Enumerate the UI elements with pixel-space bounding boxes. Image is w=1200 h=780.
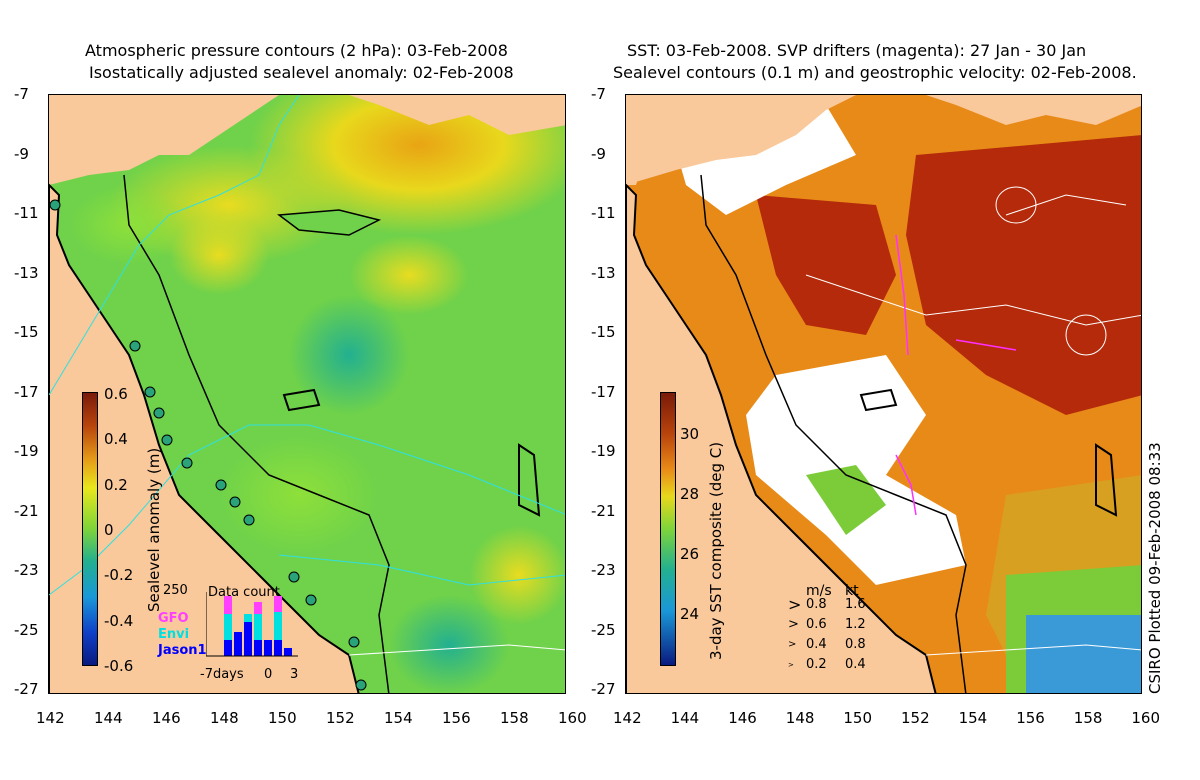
left-title-line2: Isostatically adjusted sealevel anomaly:… [89, 63, 514, 82]
lon-tick-right: 150 [843, 709, 873, 727]
lat-tick-right: -15 [591, 323, 616, 341]
speed-legend-ms: 0.8 [806, 597, 827, 612]
lon-tick-right: 156 [1016, 709, 1045, 727]
speed-legend-kt: 1.6 [845, 597, 866, 612]
lat-tick-right: -13 [591, 263, 616, 282]
sst-colorbar-tick: 26 [680, 545, 700, 563]
lat-tick-left: -27 [14, 680, 39, 698]
lat-tick-left: -11 [14, 204, 39, 222]
lat-tick-right: -23 [591, 561, 616, 579]
arrow-icon: > [788, 595, 802, 614]
sealevel-colorbar [82, 392, 98, 666]
arrow-icon: > [788, 617, 799, 632]
speed-legend-ms: 0.6 [806, 617, 827, 632]
sealevel-colorbar-tick: -0.2 [104, 566, 134, 585]
speed-legend-kt: 1.2 [845, 617, 866, 632]
lat-tick-right: -21 [591, 501, 616, 520]
lat-tick-left: -19 [14, 442, 39, 460]
left-title-line1: Atmospheric pressure contours (2 hPa): 0… [85, 41, 508, 60]
right-title-line1: SST: 03-Feb-2008. SVP drifters (magenta)… [627, 41, 1087, 60]
australia-coast [49, 183, 360, 693]
sealevel-colorbar-tick: 0.4 [104, 430, 128, 449]
sst-colorbar-label: 3-day SST composite (deg C) [707, 441, 725, 660]
sealevel-colorbar-tick: 0.6 [104, 385, 128, 403]
lat-tick-left: -21 [14, 501, 39, 520]
lat-tick-right: -27 [591, 680, 616, 698]
inset-xtick-zero: 0 [264, 667, 273, 682]
arrow-icon: > [788, 639, 797, 650]
sealevel-colorbar-tick: -0.6 [104, 656, 134, 675]
sst-colorbar [660, 392, 676, 666]
tide-gauge-markers [49, 199, 367, 691]
lon-tick-right: 146 [728, 709, 757, 727]
sst-map-graphic [626, 95, 1141, 693]
speed-legend-ms: 0.4 [806, 637, 827, 652]
sealevel-map-graphic [49, 95, 565, 693]
png-landmass-right [626, 95, 1141, 185]
lon-tick-left: 148 [210, 709, 239, 727]
lat-tick-left: -7 [14, 85, 29, 103]
sst-colorbar-tick: 24 [680, 605, 700, 623]
lon-tick-right: 148 [785, 709, 815, 727]
lat-tick-left: -15 [14, 323, 39, 341]
sealevel-colorbar-tick: 0.2 [104, 475, 128, 494]
data-count-inset [206, 592, 302, 664]
lon-tick-right: 158 [1073, 709, 1103, 727]
speed-legend-kt: 0.8 [845, 637, 866, 652]
lon-tick-left: 156 [442, 709, 471, 727]
inset-xtick-end: 3 [290, 667, 299, 682]
inset-xtick-start: -7days [200, 667, 244, 682]
lon-tick-left: 152 [326, 709, 355, 727]
lat-tick-left: -25 [14, 620, 39, 639]
speed-legend-ms: 0.2 [806, 657, 827, 672]
speed-legend-kt-header: kt [845, 583, 859, 599]
plotted-timestamp: CSIRO Plotted 09-Feb-2008 08:33 [1146, 442, 1164, 694]
sealevel-colorbar-label: Sealevel anomaly (m) [145, 447, 163, 612]
lat-tick-left: -9 [14, 144, 29, 163]
lon-tick-left: 158 [500, 709, 529, 727]
lon-tick-left: 160 [558, 709, 587, 727]
lat-tick-right: -25 [591, 620, 616, 639]
sealevel-anomaly-map [48, 94, 566, 694]
speed-legend-kt: 0.4 [845, 657, 866, 672]
lat-tick-left: -13 [14, 263, 39, 282]
lon-tick-left: 154 [384, 709, 413, 727]
lat-tick-right: -7 [591, 85, 606, 103]
lon-tick-right: 154 [958, 709, 988, 727]
lon-tick-right: 142 [613, 709, 642, 727]
inset-title: Data count [208, 585, 280, 600]
lon-tick-left: 142 [36, 709, 65, 727]
lon-tick-right: 152 [901, 709, 930, 727]
drifter-track [895, 234, 909, 356]
lon-tick-left: 150 [268, 709, 297, 727]
sst-map [625, 94, 1142, 694]
sealevel-colorbar-tick: -0.4 [104, 611, 134, 630]
australia-coast-right [626, 183, 937, 693]
arrow-icon: > [788, 661, 794, 669]
right-title-line2: Sealevel contours (0.1 m) and geostrophi… [613, 63, 1137, 82]
lon-tick-left: 144 [94, 709, 123, 727]
lon-tick-right: 160 [1131, 709, 1161, 727]
inset-legend-jason1: Jason1 [158, 643, 207, 658]
lat-tick-right: -19 [591, 442, 616, 460]
lat-tick-left: -23 [14, 561, 39, 579]
data-count-histogram [206, 592, 298, 657]
lon-tick-right: 144 [670, 709, 700, 727]
lat-tick-right: -9 [591, 144, 606, 163]
sealevel-colorbar-tick: 0 [104, 520, 114, 539]
lat-tick-right: -17 [591, 382, 616, 401]
inset-legend-gfo: GFO [158, 611, 189, 626]
lat-tick-right: -11 [591, 204, 616, 222]
inset-legend-envi: Envi [158, 627, 190, 642]
sst-colorbar-tick: 28 [680, 485, 700, 503]
sst-colorbar-tick: 30 [680, 425, 700, 443]
lat-tick-left: -17 [14, 382, 39, 401]
lon-tick-left: 146 [152, 709, 181, 727]
speed-legend-ms-header: m/s [806, 583, 832, 599]
png-landmass [49, 95, 565, 185]
inset-ymax: 250 [163, 583, 188, 598]
